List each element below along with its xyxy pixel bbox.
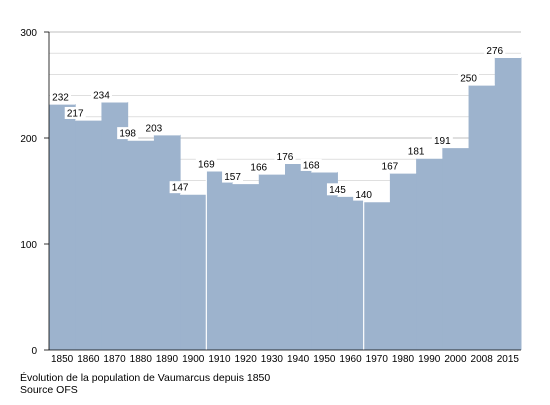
y-tick-label: 0 (31, 346, 37, 357)
x-tick-label: 1910 (208, 354, 231, 365)
value-label-bg (117, 127, 139, 140)
x-tick-label: 1920 (235, 354, 258, 365)
x-tick-label: 1970 (366, 354, 389, 365)
value-label: 168 (303, 160, 320, 171)
value-label: 276 (486, 46, 503, 57)
x-tick-label: 1880 (130, 354, 153, 365)
value-label: 234 (93, 90, 110, 101)
y-tick-label: 300 (20, 28, 37, 39)
bar (206, 170, 234, 350)
bar (232, 183, 260, 350)
value-label: 147 (172, 183, 189, 194)
value-label: 217 (67, 108, 84, 119)
bar (49, 104, 76, 350)
value-label: 198 (119, 129, 136, 140)
value-label: 167 (382, 161, 399, 172)
value-label-bg (90, 88, 112, 101)
x-tick-label: 2015 (497, 354, 520, 365)
x-tick-label: 1980 (392, 354, 415, 365)
x-tick-label: 1960 (339, 354, 362, 365)
x-tick-label: 1870 (103, 354, 126, 365)
value-label-bg (274, 150, 296, 163)
bar (127, 140, 155, 350)
bar (416, 158, 443, 350)
value-label: 140 (355, 190, 372, 201)
x-tick-label: 1940 (287, 354, 310, 365)
chart-source: Source OFS (20, 384, 78, 396)
value-label: 191 (434, 136, 451, 147)
value-label-bg (458, 72, 480, 84)
x-tick-label: 1890 (156, 354, 179, 365)
bar (468, 85, 496, 350)
value-label-bg (300, 158, 322, 171)
x-tick-label: 1990 (418, 354, 441, 365)
bar (363, 201, 391, 350)
value-label-bg (222, 170, 244, 183)
x-tick-label: 1850 (51, 354, 74, 365)
value-label-bg (195, 157, 217, 170)
bar (101, 101, 129, 351)
bar (258, 174, 286, 350)
value-label-bg (248, 161, 270, 174)
value-label: 181 (408, 147, 425, 158)
value-label-bg (64, 106, 86, 119)
value-label: 145 (329, 185, 346, 196)
value-label-bg (143, 121, 165, 134)
value-label-bg (484, 44, 506, 57)
x-tick-label: 2000 (444, 354, 467, 365)
value-label: 250 (460, 74, 477, 85)
chart-caption: Évolution de la population de Vaumarcus … (20, 372, 271, 384)
value-label: 203 (146, 123, 163, 134)
y-tick-label: 100 (20, 240, 37, 251)
x-tick-label: 2008 (471, 354, 494, 365)
value-label-bg (379, 159, 401, 172)
bar (494, 57, 522, 350)
x-tick-label: 1900 (182, 354, 205, 365)
value-label: 166 (250, 163, 267, 174)
bar (153, 134, 181, 350)
bar (442, 147, 470, 350)
value-label: 169 (198, 159, 215, 170)
bar (337, 196, 365, 350)
value-label-bg (431, 134, 453, 147)
bar (389, 172, 417, 350)
bar (180, 194, 207, 350)
bar (311, 171, 338, 350)
bar (285, 163, 312, 350)
value-label-bg (169, 181, 191, 194)
value-label-bg (353, 188, 375, 201)
x-tick-label: 1860 (77, 354, 100, 365)
bar (75, 119, 102, 350)
value-label: 157 (224, 172, 241, 183)
x-tick-label: 1930 (261, 354, 284, 365)
value-label-bg (326, 183, 348, 196)
y-tick-label: 200 (20, 134, 37, 145)
value-label: 232 (52, 93, 69, 104)
value-label-bg (50, 91, 71, 104)
x-tick-label: 1950 (313, 354, 336, 365)
value-label: 176 (277, 152, 294, 163)
value-label-bg (405, 145, 427, 158)
